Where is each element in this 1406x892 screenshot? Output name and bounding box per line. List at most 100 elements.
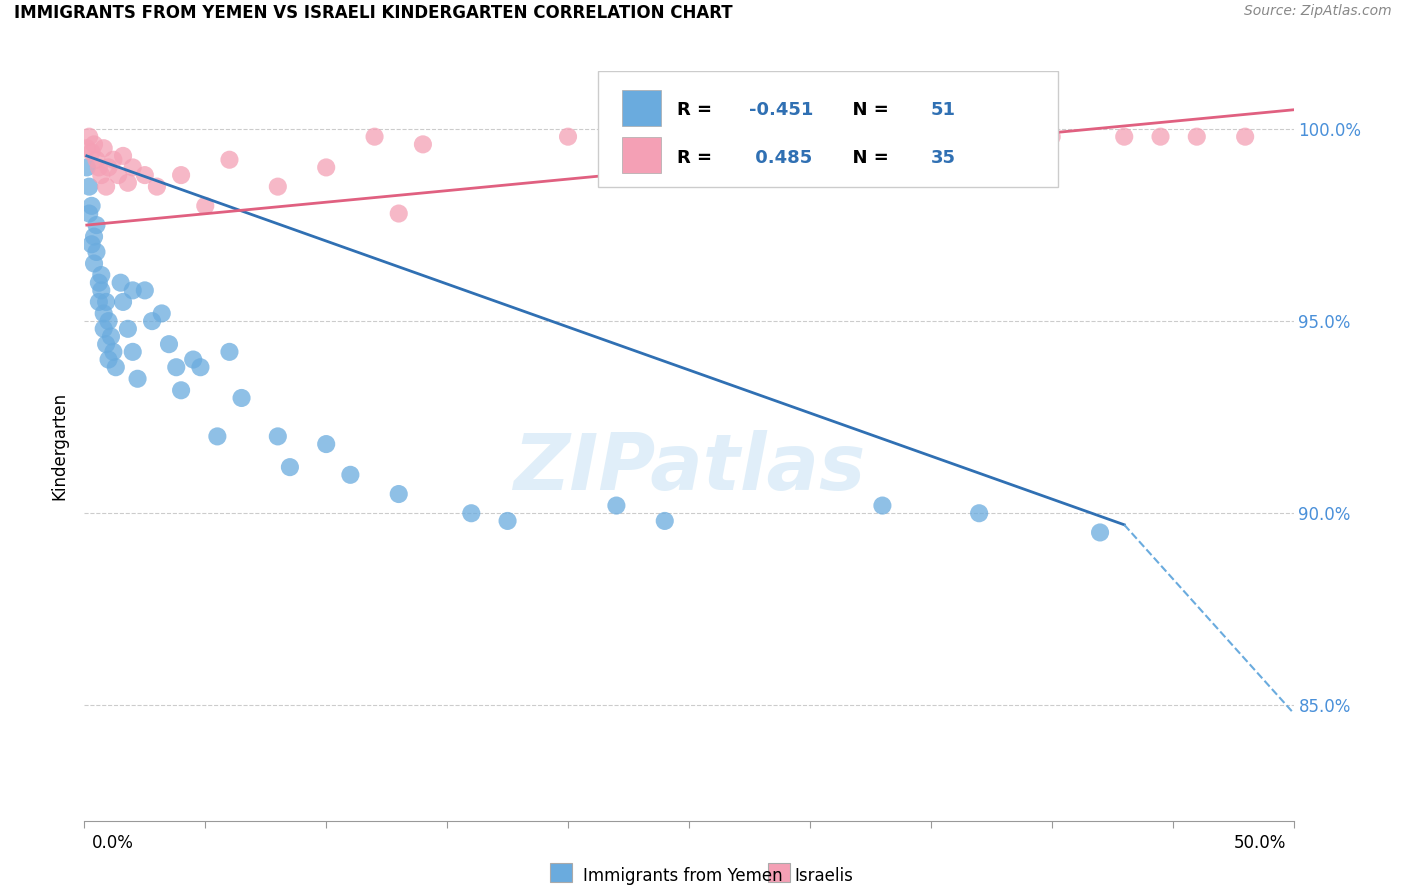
Point (121, 284, 143, 298)
Point (97, 161, 120, 175)
Point (207, 429, 229, 443)
Point (77, 129, 100, 144)
Point (97, 314, 120, 328)
Point (97, 352, 120, 367)
Text: 50.0%: 50.0% (1234, 834, 1286, 852)
Point (90, 284, 112, 298)
Point (104, 360, 127, 375)
Point (218, 153, 240, 167)
Point (80, 199, 103, 213)
Point (86, 153, 108, 167)
Bar (623, 90, 661, 126)
Point (134, 284, 156, 298)
Point (141, 314, 163, 328)
Point (83, 137, 105, 152)
Point (751, 129, 773, 144)
Point (94, 294, 117, 309)
Point (134, 168, 156, 182)
Point (80, 237, 103, 252)
Point (94, 337, 117, 351)
Point (799, 129, 821, 144)
Text: ZIPatlas: ZIPatlas (513, 431, 865, 507)
Point (94, 179, 117, 194)
Bar (623, 136, 661, 172)
Point (77, 206, 100, 220)
Point (363, 129, 385, 144)
Point (170, 168, 193, 182)
Point (86, 218, 108, 232)
Point (86, 244, 108, 259)
Text: Israelis: Israelis (794, 867, 853, 885)
Point (557, 129, 579, 144)
Point (93, 306, 115, 320)
Point (121, 161, 143, 175)
Point (920, 129, 942, 144)
FancyBboxPatch shape (599, 71, 1057, 187)
Text: N =: N = (841, 102, 896, 120)
Point (388, 487, 411, 501)
Point (146, 179, 169, 194)
Point (93, 141, 115, 155)
Text: N =: N = (841, 149, 896, 167)
Point (190, 360, 212, 375)
Point (412, 137, 434, 152)
Point (339, 467, 361, 482)
Point (87, 276, 110, 290)
Point (1088, 525, 1111, 540)
Text: 0.0%: 0.0% (91, 834, 134, 852)
Point (993, 129, 1015, 144)
Point (1234, 129, 1257, 144)
Point (76, 161, 98, 175)
Text: 51: 51 (931, 102, 956, 120)
Bar (550, 863, 572, 882)
Bar (768, 863, 790, 882)
Point (83, 256, 105, 270)
Point (170, 384, 193, 398)
Point (76, 141, 98, 155)
Point (315, 437, 337, 451)
Text: 35: 35 (931, 149, 956, 167)
Point (117, 322, 139, 336)
Point (157, 337, 180, 351)
Point (80, 145, 103, 159)
Point (77, 179, 100, 194)
Point (315, 161, 337, 175)
Point (388, 206, 411, 220)
Point (278, 460, 301, 475)
Point (87, 161, 110, 175)
Point (605, 499, 627, 513)
Point (87, 294, 110, 309)
Point (872, 499, 894, 513)
Point (90, 168, 112, 182)
Text: Source: ZipAtlas.com: Source: ZipAtlas.com (1244, 4, 1392, 19)
Point (267, 429, 290, 443)
Text: IMMIGRANTS FROM YEMEN VS ISRAELI KINDERGARTEN CORRELATION CHART: IMMIGRANTS FROM YEMEN VS ISRAELI KINDERG… (14, 4, 733, 22)
Point (103, 153, 125, 167)
Point (112, 294, 135, 309)
Point (194, 199, 217, 213)
Text: 0.485: 0.485 (749, 149, 813, 167)
Point (165, 360, 187, 375)
Point (83, 229, 105, 244)
Point (112, 149, 135, 163)
Y-axis label: Kindergarten: Kindergarten (51, 392, 69, 500)
Point (90, 268, 112, 282)
Point (110, 276, 132, 290)
Point (654, 514, 676, 528)
Point (93, 322, 115, 336)
Point (117, 176, 139, 190)
Text: R =: R = (676, 149, 718, 167)
Text: R =: R = (676, 102, 718, 120)
Text: -0.451: -0.451 (749, 102, 814, 120)
Point (107, 168, 129, 182)
Point (460, 506, 482, 520)
Point (267, 179, 290, 194)
Point (100, 329, 122, 343)
Text: Immigrants from Yemen: Immigrants from Yemen (583, 867, 783, 885)
Point (181, 352, 204, 367)
Point (103, 344, 125, 359)
Point (1185, 129, 1208, 144)
Point (1114, 129, 1136, 144)
Point (150, 306, 173, 320)
Point (496, 514, 519, 528)
